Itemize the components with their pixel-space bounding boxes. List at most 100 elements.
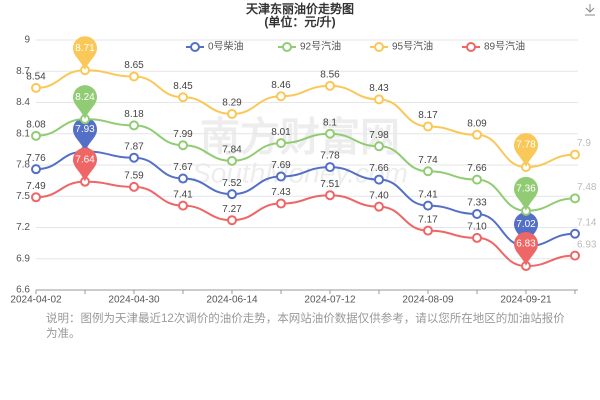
legend-marker — [466, 42, 476, 52]
point — [570, 228, 580, 239]
y-tick-label: 8.7 — [16, 66, 30, 77]
legend-label: 89号汽油 — [484, 40, 525, 53]
value-label: 7.66 — [467, 163, 487, 174]
chart: 天津东丽油价走势图 (单位：元/升) 南方财富网SouthMoney.com6.… — [10, 1, 597, 306]
value-label: 8.09 — [467, 118, 487, 129]
point — [374, 174, 384, 185]
value-label: 7.99 — [173, 129, 193, 140]
y-tick-label: 7.5 — [16, 191, 30, 202]
point — [472, 129, 482, 140]
point — [276, 171, 286, 182]
point — [178, 92, 188, 103]
note: 说明：图例为天津最近12次调价的油价走势，本网站油价数据仅供参考，请以您所在地区… — [46, 313, 565, 340]
value-label: 7.41 — [173, 189, 193, 200]
pin — [514, 232, 538, 267]
y-tick-label: 6.9 — [16, 253, 30, 264]
value-label: 8.01 — [271, 127, 291, 138]
pin — [73, 85, 97, 120]
value-label: 7.49 — [26, 181, 46, 192]
x-tick-label: 2024-06-14 — [206, 295, 258, 306]
value-label: 7.17 — [418, 214, 438, 225]
value-label: 7.84 — [222, 144, 242, 155]
value-label: 7.48 — [577, 182, 597, 193]
point — [31, 164, 41, 175]
point — [325, 190, 335, 201]
point — [276, 91, 286, 102]
point — [276, 198, 286, 209]
value-label: 8.1 — [323, 117, 337, 128]
value-label: 7.87 — [124, 141, 144, 152]
legend-item[interactable]: 95号汽油 — [370, 40, 433, 53]
y-tick-label: 8.4 — [16, 97, 30, 108]
value-label: 8.46 — [271, 80, 291, 91]
point — [374, 201, 384, 212]
legend-label: 95号汽油 — [392, 40, 433, 53]
legend-item[interactable]: 0号柴油 — [186, 40, 244, 53]
value-label: 8.17 — [418, 110, 438, 121]
pin-label: 7.93 — [75, 124, 95, 135]
point — [423, 121, 433, 132]
point — [227, 189, 237, 200]
value-label: 7.43 — [271, 187, 291, 198]
value-label: 8.08 — [26, 119, 46, 130]
pin-label: 7.36 — [516, 183, 536, 194]
point — [570, 149, 580, 160]
legend-marker — [282, 42, 292, 52]
legend-marker — [190, 42, 200, 52]
value-label: 7.59 — [124, 171, 144, 182]
point — [472, 232, 482, 243]
pin — [514, 133, 538, 168]
point — [570, 193, 580, 204]
download-icon[interactable] — [585, 4, 595, 16]
x-tick-label: 2024-09-21 — [500, 295, 552, 306]
point — [423, 225, 433, 236]
point — [570, 250, 580, 261]
y-tick-label: 6.6 — [16, 285, 30, 296]
value-label: 8.45 — [173, 81, 193, 92]
pin — [514, 212, 538, 247]
point — [374, 141, 384, 152]
point — [276, 138, 286, 149]
point — [423, 166, 433, 177]
x-tick-label: 2024-04-02 — [10, 295, 62, 306]
point — [31, 130, 41, 141]
pin — [73, 147, 97, 182]
pin — [73, 117, 97, 152]
point — [227, 108, 237, 119]
pin-label: 6.83 — [516, 239, 536, 250]
value-label: 7.52 — [222, 178, 242, 189]
point — [178, 200, 188, 211]
legend-label: 0号柴油 — [208, 40, 244, 53]
line — [35, 180, 576, 268]
value-label: 7.98 — [369, 130, 389, 141]
value-label: 7.67 — [173, 162, 193, 173]
point — [178, 140, 188, 151]
y-tick-label: 8.1 — [16, 128, 30, 139]
point — [325, 80, 335, 91]
x-tick-label: 2024-07-12 — [304, 295, 356, 306]
point — [178, 173, 188, 184]
value-label: 7.78 — [320, 151, 340, 162]
point — [472, 174, 482, 185]
chart-subtitle: (单位：元/升) — [264, 14, 335, 29]
value-label: 7.74 — [418, 155, 438, 166]
value-label: 8.56 — [320, 69, 340, 80]
point — [227, 215, 237, 226]
value-label: 7.14 — [577, 217, 597, 228]
value-label: 7.27 — [222, 204, 242, 215]
value-label: 7.66 — [369, 163, 389, 174]
legend-marker — [374, 42, 384, 52]
watermark: 南方财富网 — [200, 116, 400, 160]
y-tick-label: 7.2 — [16, 222, 30, 233]
value-label: 8.29 — [222, 98, 242, 109]
pin-label: 8.24 — [75, 92, 95, 103]
point — [325, 162, 335, 173]
point — [227, 155, 237, 166]
point — [129, 181, 139, 192]
point — [374, 94, 384, 105]
chart-title: 天津东丽油价走势图 — [246, 1, 354, 16]
legend-item[interactable]: 89号汽油 — [462, 40, 525, 53]
point — [472, 208, 482, 219]
value-label: 7.69 — [271, 160, 291, 171]
legend-item[interactable]: 92号汽油 — [278, 40, 341, 53]
